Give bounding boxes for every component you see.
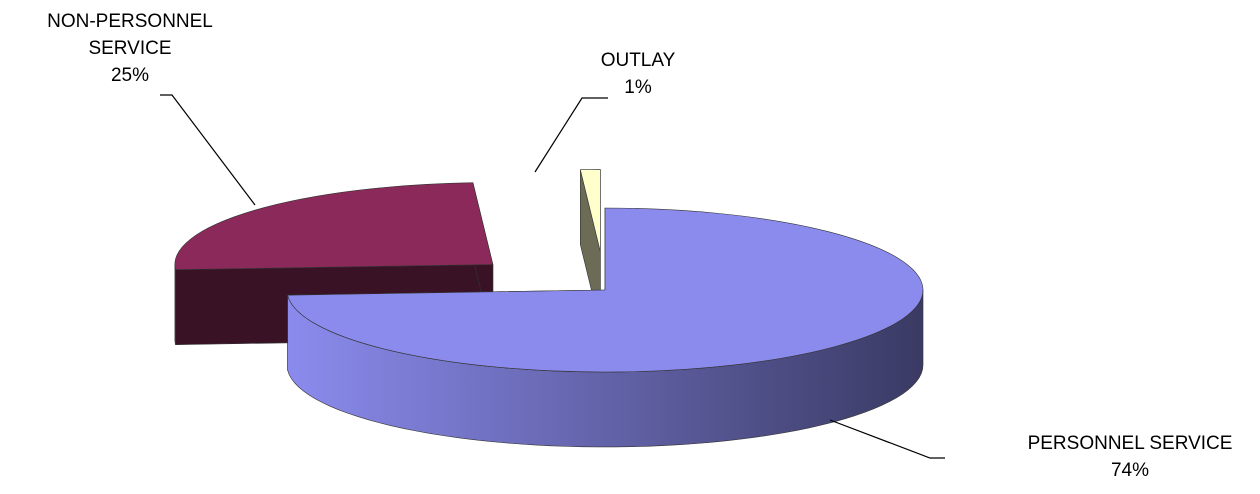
leader-line (160, 94, 256, 206)
pie-slice (174, 182, 494, 270)
slice-label: OUTLAY 1% (568, 47, 708, 101)
slice-label: PERSONNEL SERVICE 74% (1000, 430, 1260, 484)
pie-slice (287, 207, 924, 373)
value-label: 74% (1110, 460, 1150, 481)
category-label: NON-PERSONNEL SERVICE (47, 11, 213, 59)
leader-line (829, 419, 945, 459)
value-label: 25% (110, 65, 150, 86)
leader-line (534, 97, 608, 173)
value-label: 1% (624, 77, 652, 98)
slice-wall (174, 264, 176, 345)
slice-label: NON-PERSONNEL SERVICE 25% (15, 8, 245, 89)
category-label: PERSONNEL SERVICE (1027, 433, 1233, 454)
category-label: OUTLAY (600, 50, 676, 71)
pie-slice (579, 169, 601, 252)
